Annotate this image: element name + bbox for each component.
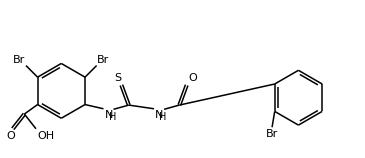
Text: H: H: [160, 112, 167, 122]
Text: OH: OH: [37, 131, 54, 141]
Text: Br: Br: [97, 55, 110, 64]
Text: S: S: [115, 73, 122, 83]
Text: Br: Br: [265, 129, 278, 139]
Text: N: N: [155, 110, 164, 120]
Text: O: O: [189, 73, 197, 83]
Text: Br: Br: [13, 55, 26, 64]
Text: N: N: [104, 110, 113, 120]
Text: H: H: [109, 112, 116, 122]
Text: O: O: [6, 131, 15, 141]
